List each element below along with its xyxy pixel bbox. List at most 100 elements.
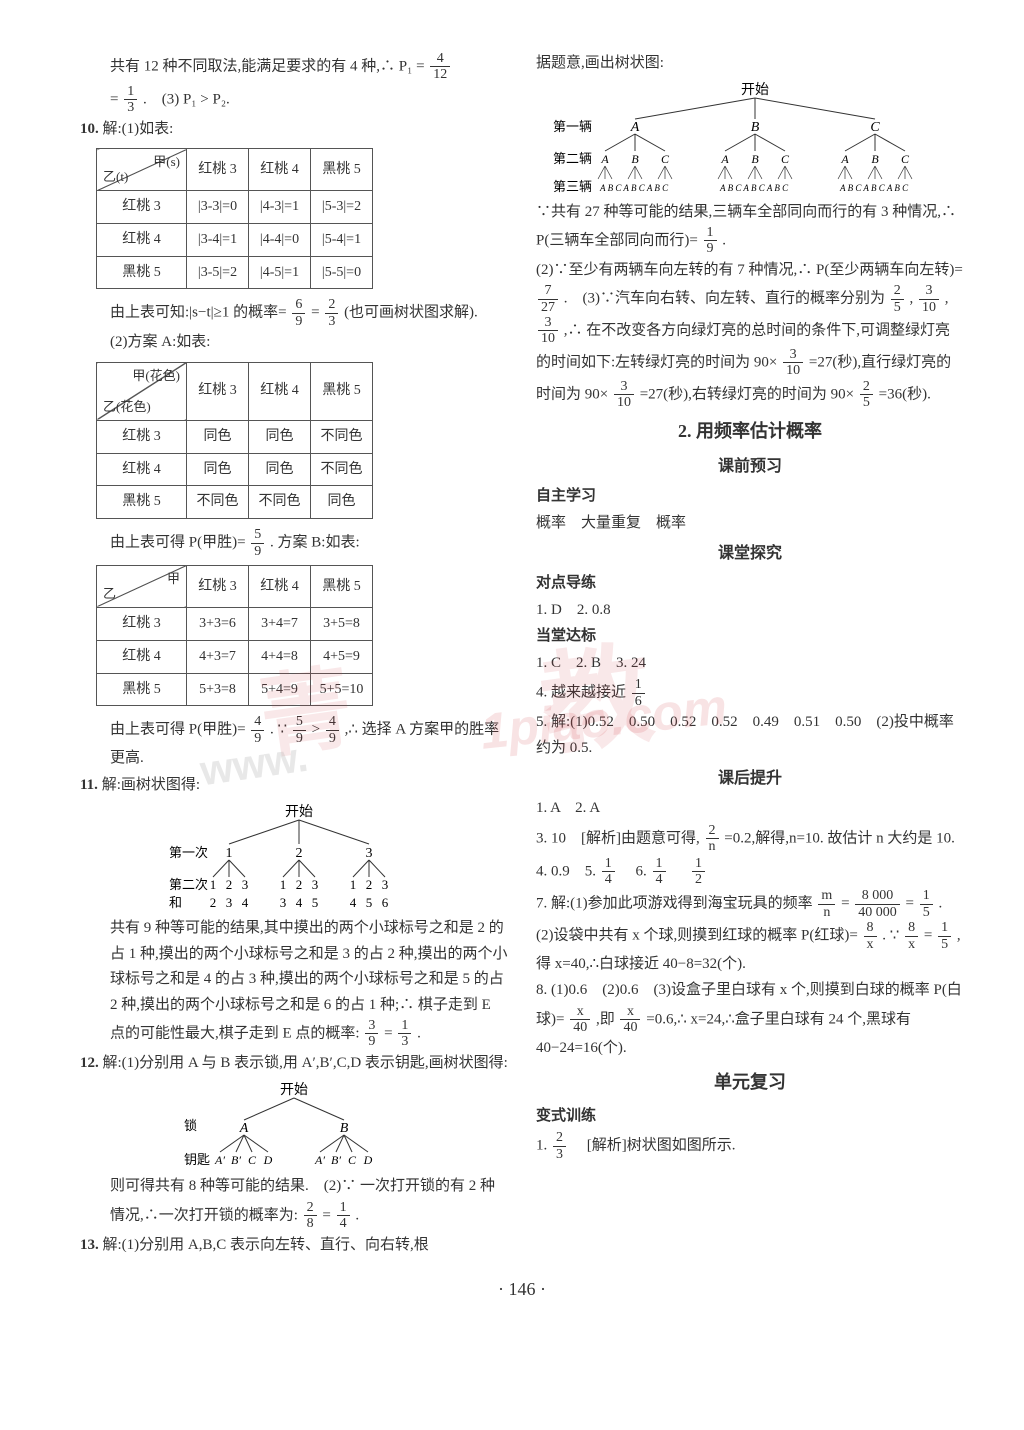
text: 由上表可得 P(甲胜)=	[110, 534, 246, 550]
tree-level-label: 第一次	[169, 845, 208, 860]
table-row: 红桃 4同色同色不同色	[97, 453, 373, 486]
text: 共有 9 种等可能的结果,其中摸出的两个小球标号之和是 2 的占 1 种,摸出的…	[110, 920, 508, 1041]
q13-intro: 解:(1)分别用 A,B,C 表示向左转、直行、向右转,根	[103, 1237, 429, 1253]
tree-leaf: B′	[331, 1153, 341, 1167]
hdr-top: 甲(s)	[153, 151, 180, 173]
tree-node: A	[630, 120, 640, 135]
self-study-heading: 自主学习	[536, 484, 964, 510]
text: .	[417, 1025, 421, 1041]
tree-leaf: C	[348, 1153, 357, 1167]
hdr-top: 甲	[167, 568, 180, 590]
text: =	[841, 896, 853, 912]
frac: 2n	[706, 823, 719, 855]
q12-intro: 解:(1)分别用 A 与 B 表示锁,用 A′,B′,C,D 表示钥匙,画树状图…	[103, 1055, 508, 1071]
table-row: 红桃 3|3-3|=0|4-3|=1|5-3|=2	[97, 191, 373, 224]
left-column: 共有 12 种不同取法,能满足要求的有 4 种,∴ P₁ = 412 = 13 …	[80, 50, 508, 1259]
frac: 49	[326, 714, 339, 746]
tree-leaf: B′	[231, 1153, 241, 1167]
col-hdr: 红桃 4	[249, 565, 311, 607]
text: >	[312, 722, 324, 738]
table-row: 黑桃 5不同色不同色同色	[97, 486, 373, 519]
tree-leaf: 1	[350, 877, 357, 892]
tree-root: 开始	[741, 82, 769, 98]
cell: 5+5=10	[311, 673, 373, 706]
q11-number: 11.	[80, 777, 98, 793]
table-3: 甲 乙 红桃 3 红桃 4 黑桃 5 红桃 33+3=63+4=73+5=8 红…	[96, 565, 373, 706]
row-hdr: 红桃 4	[97, 223, 187, 256]
tree-sum: 5	[312, 895, 319, 910]
unit-review-title: 单元复习	[536, 1067, 964, 1098]
cell: 不同色	[187, 486, 249, 519]
tree-node: B	[631, 152, 639, 166]
table-row: 红桃 3同色同色不同色	[97, 420, 373, 453]
text: =	[311, 305, 323, 321]
col-hdr: 黑桃 5	[311, 565, 373, 607]
intro-tail: . (3) P₁ > P₂.	[143, 91, 230, 107]
intro-paragraph: 共有 12 种不同取法,能满足要求的有 4 种,∴ P₁ = 412	[80, 51, 508, 83]
frac: 12	[692, 856, 705, 888]
tree-sum: 5	[366, 895, 373, 910]
r13-body-b: (2)∵至少有两辆车向左转的有 7 种情况,∴ P(至少两辆车向左转)= 727…	[536, 258, 964, 411]
text: =	[906, 896, 918, 912]
tree-sum: 4	[242, 895, 249, 910]
table-row: 红桃 4|3-4|=1|4-4|=0|5-4|=1	[97, 223, 373, 256]
cell: 3+3=6	[187, 607, 249, 640]
tree-node: B	[340, 1121, 349, 1136]
tree-node: B	[751, 120, 760, 135]
tree-leaf: 2	[226, 877, 233, 892]
tree-level-label: 第二次	[169, 877, 208, 892]
text: ,	[945, 291, 949, 307]
t3-conclusion: 由上表可得 P(甲胜)= 49 . ∵ 59 > 49 ,∴ 选择 A 方案甲的…	[80, 714, 508, 771]
frac: 25	[891, 283, 904, 315]
q13-number: 13.	[80, 1237, 99, 1253]
cell: 4+5=9	[311, 640, 373, 673]
text: ∵共有 27 种等可能的结果,三辆车全部同向而行的有 3 种情况,∴ P(三辆车…	[536, 204, 956, 249]
diag-header-2: 甲(花色) 乙(花色)	[97, 362, 187, 420]
text: =0.6,∴ x=24,∴盒子里白球有 24 个,黑球有 40−24=16(个)…	[536, 1011, 911, 1055]
tree-sum: 4	[350, 895, 357, 910]
tree-leaf: C	[248, 1153, 257, 1167]
subsection-preview: 课前预习	[536, 453, 964, 480]
frac: 59	[251, 527, 264, 559]
q11-heading: 11. 解:画树状图得:	[80, 773, 508, 799]
tree-leaf: 2	[296, 877, 303, 892]
text: (也可画树状图求解).	[344, 305, 478, 321]
intro-text: 共有 12 种不同取法,能满足要求的有 4 种,∴ P₁ =	[110, 58, 428, 74]
frac: 8x	[905, 920, 918, 952]
tree-leaf: A′	[214, 1153, 225, 1167]
frac: 16	[632, 677, 645, 709]
text: ,	[910, 291, 914, 307]
frac: 19	[704, 225, 717, 257]
cell: 同色	[249, 453, 311, 486]
cell: 不同色	[311, 453, 373, 486]
col-hdr: 黑桃 5	[311, 362, 373, 420]
section-2-title: 2. 用频率估计概率	[536, 416, 964, 447]
cell: 5+4=9	[249, 673, 311, 706]
col-hdr: 黑桃 5	[311, 149, 373, 191]
scheme-a-intro: (2)方案 A:如表:	[80, 330, 508, 356]
table-row: 黑桃 5|3-5|=2|4-5|=1|5-5|=0	[97, 256, 373, 289]
col-hdr: 红桃 3	[187, 565, 249, 607]
cell: |4-3|=1	[249, 191, 311, 224]
cell: 同色	[311, 486, 373, 519]
text: =27(秒),右转绿灯亮的时间为 90×	[640, 386, 854, 402]
r13-body-a: ∵共有 27 种等可能的结果,三辆车全部同向而行的有 3 种情况,∴ P(三辆车…	[536, 200, 964, 257]
tree-node: A	[720, 152, 729, 166]
cell: |3-5|=2	[187, 256, 249, 289]
intro-eq-line: = 13 . (3) P₁ > P₂.	[80, 84, 508, 116]
cell: 4+4=8	[249, 640, 311, 673]
frac-1-3: 13	[124, 84, 137, 116]
inclass-4: 4. 越来越接近 16	[536, 677, 964, 709]
subsection-after: 课后提升	[536, 765, 964, 792]
text: .	[355, 1207, 359, 1223]
text: 6.	[621, 863, 651, 879]
col-hdr: 红桃 3	[187, 362, 249, 420]
q12-heading: 12. 解:(1)分别用 A 与 B 表示锁,用 A′,B′,C,D 表示钥匙,…	[80, 1051, 508, 1077]
hdr-bot: 乙(t)	[103, 166, 128, 188]
cell: |4-5|=1	[249, 256, 311, 289]
subsection-explore: 课堂探究	[536, 540, 964, 567]
row-hdr: 红桃 4	[97, 640, 187, 673]
after-8: 8. (1)0.6 (2)0.6 (3)设盒子里白球有 x 个,则摸到白球的概率…	[536, 978, 964, 1061]
frac: 25	[860, 379, 873, 411]
text: =36(秒).	[879, 386, 931, 402]
